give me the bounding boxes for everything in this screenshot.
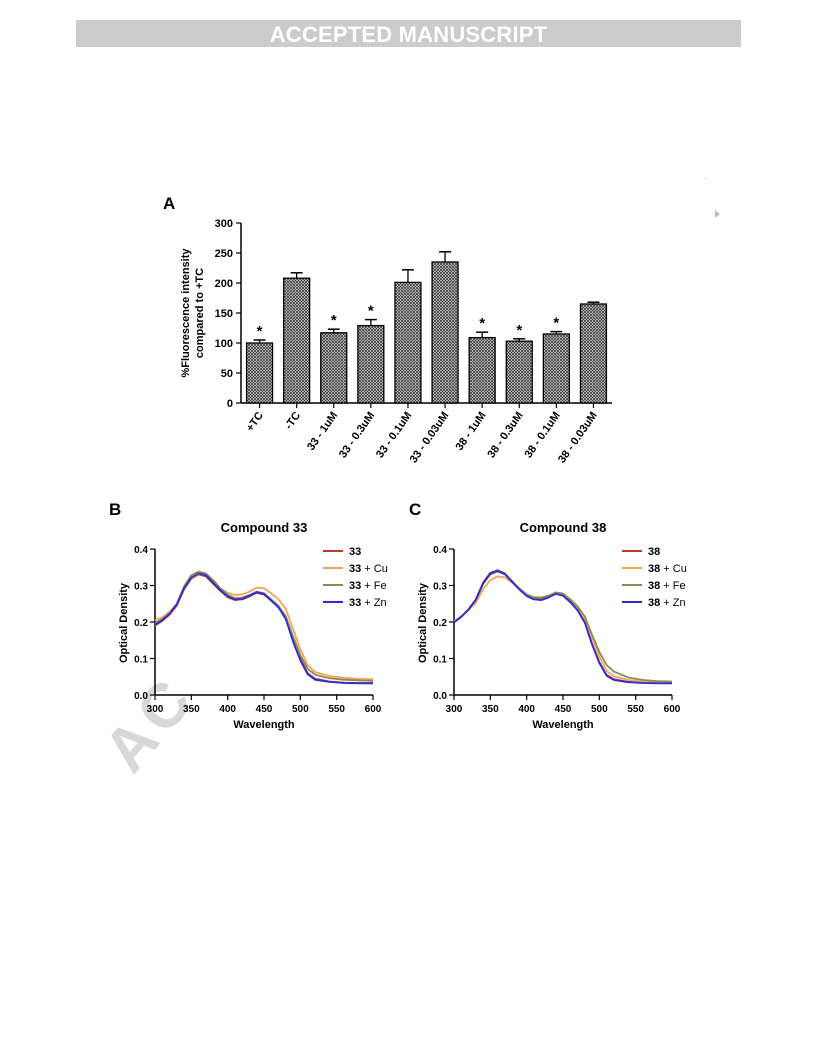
b-legend-label-1: 33 + Cu [349,563,388,575]
a-category-label-2: 33 - 1uM [305,410,340,453]
a-bar-1 [283,277,311,404]
a-significance-star-2: * [331,312,337,329]
a-significance-star-3: * [368,303,374,320]
panel-b-label: B [109,500,121,519]
b-xtick-label-0: 300 [147,704,164,715]
a-bar-3 [357,324,385,404]
a-ytick-label-2: 100 [215,338,233,350]
c-ytick-label-1: 0.1 [433,655,447,666]
c-ytick-label-2: 0.2 [433,618,447,629]
a-significance-star-7: * [516,322,522,339]
a-bar-9 [579,303,608,404]
c-ytick-label-0: 0.0 [433,691,447,702]
panel-b-plot: 0.0 0.1 0.2 0.3 0.4 300 350 400 450 500 550 600 33 33… [134,545,388,715]
b-xtick-label-3: 450 [256,704,273,715]
a-ytick-label-4: 200 [215,278,233,290]
b-series-line-1 [154,572,374,681]
c-xtick-label-2: 400 [518,704,535,715]
c-xtick-label-6: 600 [664,704,681,715]
c-xtick-label-4: 500 [591,704,608,715]
b-series-line-0 [154,573,373,684]
c-legend-label-1: 38 + Cu [648,563,687,575]
b-legend-label-2: 33 + Fe [349,580,387,592]
a-ytick-label-5: 250 [215,248,233,260]
b-legend-label-0: 33 [349,546,361,558]
b-ytick-label-1: 0.1 [134,655,148,666]
a-bar-5 [431,261,459,404]
a-significance-star-0: * [257,323,263,340]
b-xtick-label-1: 350 [183,704,200,715]
a-ytick-label-6: 300 [215,218,233,230]
a-bar-6 [468,336,496,404]
panel-b-ylabel: Optical Density [118,582,130,663]
c-legend-label-3: 38 + Zn [648,597,686,609]
b-ytick-label-2: 0.2 [134,618,148,629]
c-xtick-label-1: 350 [482,704,499,715]
a-category-label-7: 38 - 0.3uM [485,410,525,460]
panel-c-label: C [409,500,421,519]
b-series-line-3 [154,572,373,685]
b-ytick-label-4: 0.4 [134,545,148,556]
panel-c-plot: 0.0 0.1 0.2 0.3 0.4 300 350 400 450 500 550 600 38 38… [433,545,687,715]
c-ytick-label-4: 0.4 [433,545,447,556]
a-significance-star-8: * [553,315,559,332]
c-series-line-2 [453,570,673,683]
margin-arrow-icon [715,210,720,218]
a-bar-0 [245,342,274,404]
a-ytick-label-1: 50 [221,368,233,380]
panel-a-label: A [163,194,175,213]
panel-c-title: Compound 38 [520,520,607,535]
a-category-label-3: 33 - 0.3uM [337,410,377,460]
c-legend-label-0: 38 [648,546,660,558]
a-category-label-1: -TC [283,410,303,432]
a-category-label-9: 38 - 0.03uM [556,410,600,465]
a-bar-7 [505,340,533,404]
a-category-label-5: 33 - 0.03uM [408,410,452,465]
b-xtick-label-2: 400 [219,704,236,715]
c-ytick-label-3: 0.3 [433,582,447,593]
panel-a-bars: * * * * * * [245,251,608,404]
a-category-label-6: 38 - 1uM [454,410,489,453]
b-xtick-label-4: 500 [292,704,309,715]
panel-b-xlabel: Wavelength [233,719,295,731]
accepted-manuscript-banner: ACCEPTED MANUSCRIPT [76,20,741,47]
panel-a-ylabel-line2: compared to +TC [194,268,206,358]
c-series-line-0 [453,569,672,684]
c-xtick-label-0: 300 [446,704,463,715]
a-ytick-label-0: 0 [227,398,233,410]
stray-mark [705,178,707,179]
b-xtick-label-6: 600 [365,704,382,715]
c-xtick-label-3: 450 [555,704,572,715]
panel-c-ylabel: Optical Density [417,582,429,663]
a-bar-4 [394,281,422,404]
a-bar-2 [320,332,348,404]
b-xtick-label-5: 550 [328,704,345,715]
a-ytick-label-3: 150 [215,308,233,320]
a-category-label-8: 38 - 0.1uM [522,410,562,460]
a-category-label-4: 33 - 0.1uM [374,410,414,460]
c-legend-label-2: 38 + Fe [648,580,686,592]
c-xtick-label-5: 550 [627,704,644,715]
b-ytick-label-3: 0.3 [134,582,148,593]
panel-c-xlabel: Wavelength [532,719,594,731]
c-series-line-1 [453,575,672,684]
a-category-label-0: +TC [244,410,266,434]
panel-c-line-chart: C Compound 38 Wavelength Optical Density… [409,500,687,731]
a-bar-8 [542,333,570,404]
panel-b-line-chart: B Compound 33 Wavelength Optical Density… [109,500,388,731]
a-significance-star-6: * [479,315,485,332]
b-ytick-label-0: 0.0 [134,691,148,702]
panel-a-bar-chart: A %Fluorescence intensity compared to +T… [163,194,612,465]
panel-b-title: Compound 33 [221,520,308,535]
panel-a-ylabel-line1: %Fluorescence intensity [180,248,192,378]
c-series-line-3 [453,570,672,685]
b-legend-label-3: 33 + Zn [349,597,387,609]
